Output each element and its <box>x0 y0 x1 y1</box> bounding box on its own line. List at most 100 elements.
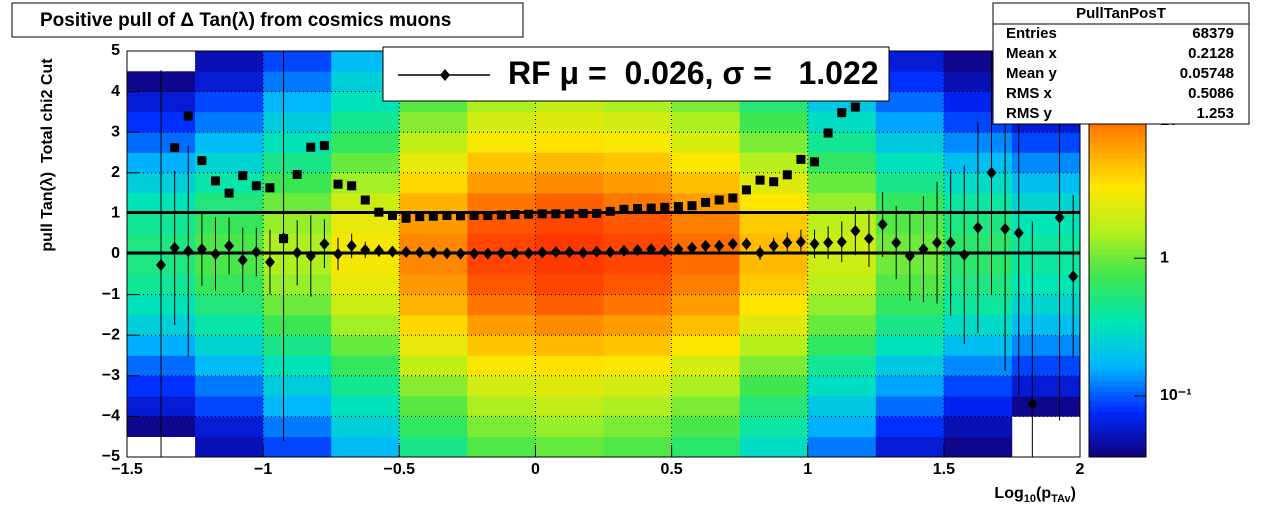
heatmap-cell <box>807 396 877 417</box>
diamond-point <box>605 245 616 258</box>
stats-value: 0.05748 <box>1180 65 1234 82</box>
heatmap-cell <box>1011 132 1080 153</box>
heatmap-cell <box>195 274 264 295</box>
color-bar-step <box>1089 330 1146 336</box>
axes: −1.5 −1 −0.5 0 0.5 1 1.5 2 −5 −4 −3 −2 −1 0 1 2 3 4 5 <box>102 42 1085 478</box>
heatmap-cell <box>467 355 536 377</box>
color-bar-step <box>1089 243 1146 250</box>
color-bar-step <box>1089 264 1146 270</box>
square-point <box>850 102 860 112</box>
square-point <box>673 201 683 211</box>
z-tick-label: 1 <box>1160 249 1169 266</box>
diamond-point <box>714 239 725 252</box>
heatmap-cell <box>263 193 332 214</box>
color-bar-step <box>1089 157 1146 164</box>
color-bar-step <box>1089 213 1146 219</box>
color-bar-step <box>1089 198 1146 204</box>
heatmap-cell <box>467 274 536 295</box>
diamond-point <box>768 239 779 252</box>
heatmap-cell <box>739 152 809 174</box>
color-bar-step <box>1089 446 1146 453</box>
diamond-point <box>224 239 235 252</box>
heatmap-cell <box>467 152 536 174</box>
heatmap-cell <box>671 254 740 275</box>
title-box: Positive pull of Δ Tan(λ) from cosmics m… <box>11 2 524 38</box>
color-bar-step <box>1089 137 1146 143</box>
diamond-point <box>972 221 983 234</box>
heatmap-cell <box>1012 416 1080 437</box>
square-point <box>279 234 289 244</box>
y-tick-label: 2 <box>111 164 120 181</box>
heatmap-cell <box>535 355 604 377</box>
color-bar-step <box>1089 385 1146 392</box>
diamond-point <box>1027 398 1038 411</box>
diamond-point <box>469 247 480 260</box>
square-point <box>537 209 547 219</box>
square-point <box>238 171 248 181</box>
diamond-point <box>564 245 575 258</box>
heatmap-cell <box>875 396 945 417</box>
heatmap-cell <box>739 375 809 397</box>
diamond-point <box>904 250 915 263</box>
diamond-point <box>932 236 943 249</box>
y-tick-label: −1 <box>102 286 120 303</box>
stats-label: RMS y <box>1006 105 1053 122</box>
heatmap-cell <box>535 152 604 174</box>
color-bar-step <box>1089 228 1146 235</box>
diamond-point <box>428 246 439 259</box>
heatmap-cell <box>263 416 332 437</box>
heatmap-cell <box>263 335 332 356</box>
heatmap-cell <box>535 335 604 356</box>
diamond-point <box>591 245 602 258</box>
color-bar-step <box>1089 431 1146 438</box>
heatmap-cell <box>195 314 264 336</box>
diamond-point <box>578 246 589 259</box>
diamond-point <box>251 245 262 258</box>
square-point <box>524 209 534 219</box>
x-tick-label: 1.5 <box>933 461 955 478</box>
heatmap-cell <box>331 416 400 437</box>
color-bar-step <box>1089 314 1146 321</box>
square-point <box>251 181 261 191</box>
heatmap-cell <box>1011 355 1080 377</box>
heatmap-cell <box>671 132 740 153</box>
heatmap-cell <box>467 132 536 153</box>
square-point <box>183 111 193 121</box>
heatmap-cell <box>263 294 332 316</box>
color-bar-step <box>1089 380 1146 387</box>
color-bar-step <box>1089 299 1146 306</box>
heatmap-cell <box>195 375 264 397</box>
square-point <box>755 175 765 185</box>
heatmap-cell <box>875 152 945 174</box>
stats-label: Mean x <box>1006 45 1058 62</box>
diamond-point <box>863 232 874 245</box>
heatmap-cell <box>535 396 604 417</box>
diamond-point <box>482 247 493 260</box>
heatmap-cell <box>399 274 468 295</box>
stats-label: Mean y <box>1006 65 1058 82</box>
heatmap-cell <box>943 335 1013 356</box>
diamond-point <box>292 246 303 259</box>
x-tick-label: −1.5 <box>111 461 143 478</box>
heatmap-cell <box>195 51 264 72</box>
diamond-point <box>346 239 357 252</box>
color-bar-step <box>1089 279 1146 285</box>
heatmap-cell <box>943 355 1013 377</box>
heatmap-cell <box>535 172 604 194</box>
heatmap-cell <box>1011 335 1080 356</box>
stats-box: PullTanPosT Entries 68379 Mean x 0.2128 Mean… <box>992 2 1250 125</box>
legend-sigma-symbol: σ = <box>722 55 771 91</box>
color-bar-step <box>1089 416 1146 422</box>
square-point <box>210 176 220 186</box>
heatmap-cell <box>263 436 332 457</box>
color-bar-step <box>1089 396 1146 402</box>
square-point <box>633 204 643 214</box>
color-bar-step <box>1089 188 1146 194</box>
heatmap-cell <box>1011 233 1080 255</box>
heatmap-cell <box>535 436 604 457</box>
heatmap-cell <box>195 193 264 214</box>
heatmap-cell <box>671 335 740 356</box>
square-point <box>224 188 234 198</box>
heatmap-cell <box>807 111 877 133</box>
color-bar-step <box>1089 436 1146 443</box>
